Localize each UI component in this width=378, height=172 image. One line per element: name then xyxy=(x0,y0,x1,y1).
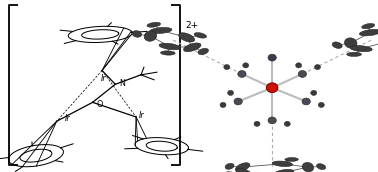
Text: Ir: Ir xyxy=(65,114,71,123)
Ellipse shape xyxy=(159,43,181,50)
Ellipse shape xyxy=(350,46,372,52)
Ellipse shape xyxy=(228,90,234,95)
Ellipse shape xyxy=(179,33,195,42)
Ellipse shape xyxy=(243,63,249,68)
Ellipse shape xyxy=(284,121,290,126)
Ellipse shape xyxy=(238,71,246,77)
Ellipse shape xyxy=(311,90,317,95)
Ellipse shape xyxy=(359,29,378,36)
Ellipse shape xyxy=(194,33,207,38)
Ellipse shape xyxy=(254,121,260,126)
Ellipse shape xyxy=(298,71,307,77)
Text: Ir: Ir xyxy=(101,74,106,83)
Ellipse shape xyxy=(332,42,342,48)
Ellipse shape xyxy=(220,102,226,108)
Ellipse shape xyxy=(344,38,357,48)
Ellipse shape xyxy=(198,48,209,55)
Ellipse shape xyxy=(266,83,278,93)
Text: O: O xyxy=(96,100,103,109)
Ellipse shape xyxy=(302,162,314,172)
Ellipse shape xyxy=(235,163,250,171)
Ellipse shape xyxy=(318,102,324,108)
Text: Ir: Ir xyxy=(139,111,144,120)
Ellipse shape xyxy=(184,43,201,52)
Text: N: N xyxy=(119,79,125,88)
Ellipse shape xyxy=(272,161,293,166)
Ellipse shape xyxy=(234,98,242,105)
Ellipse shape xyxy=(268,54,276,61)
Ellipse shape xyxy=(302,98,310,105)
Ellipse shape xyxy=(274,169,294,172)
Ellipse shape xyxy=(224,64,230,70)
Text: 2+: 2+ xyxy=(185,21,198,30)
Ellipse shape xyxy=(268,117,276,124)
Ellipse shape xyxy=(296,63,302,68)
Ellipse shape xyxy=(266,83,278,93)
Ellipse shape xyxy=(314,64,321,70)
Ellipse shape xyxy=(225,163,234,169)
Ellipse shape xyxy=(285,158,298,161)
Ellipse shape xyxy=(150,28,172,34)
Ellipse shape xyxy=(147,22,161,27)
Ellipse shape xyxy=(132,31,142,37)
Ellipse shape xyxy=(362,24,375,29)
Ellipse shape xyxy=(316,164,326,170)
Ellipse shape xyxy=(235,168,252,172)
Ellipse shape xyxy=(144,31,156,41)
Ellipse shape xyxy=(347,52,361,56)
Ellipse shape xyxy=(161,51,175,55)
